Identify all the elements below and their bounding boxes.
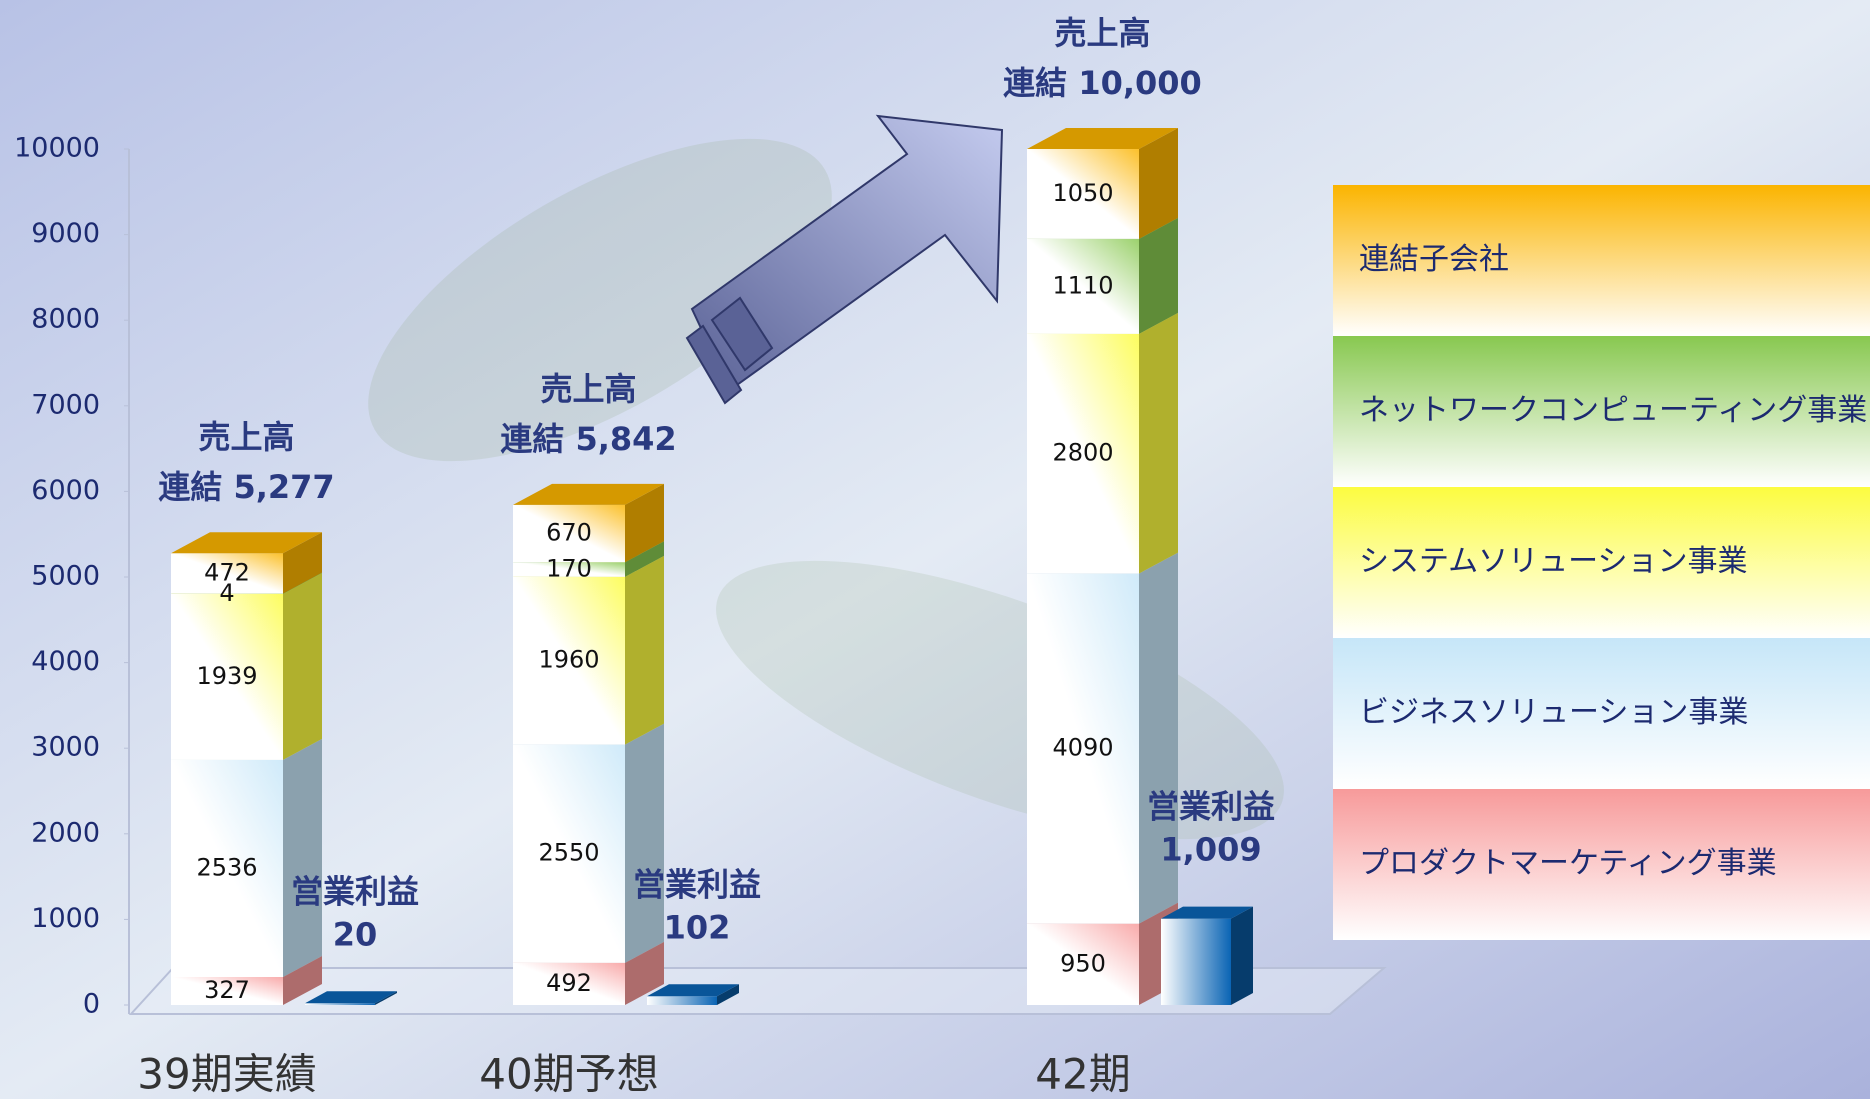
profit-bar — [647, 996, 717, 1005]
legend-swatch — [1333, 789, 1870, 940]
bar-segment — [1027, 573, 1139, 924]
y-tick-label: 6000 — [31, 475, 100, 506]
bar-segment — [171, 977, 283, 1005]
profit-bar-side — [717, 984, 739, 1005]
legend-swatch — [1333, 638, 1870, 789]
bar-segment — [513, 504, 625, 563]
value-label: 327 — [204, 976, 250, 1004]
bar-segment-side — [283, 572, 322, 760]
bar-segment-side — [625, 541, 664, 577]
bar-segment — [1027, 238, 1139, 334]
legend-label: ビジネスソリューション事業 — [1359, 695, 1748, 730]
y-tick-label: 5000 — [31, 561, 100, 592]
bar-segment-side — [625, 941, 664, 1005]
total-label: 連結 5,277 — [158, 468, 334, 506]
profit-bar-side — [375, 991, 397, 1005]
y-tick-label: 7000 — [31, 389, 100, 420]
bar-segment — [1027, 149, 1139, 239]
bar-segment-side — [625, 723, 664, 963]
total-title: 売上高 — [1054, 14, 1150, 52]
legend-label: プロダクトマーケティング事業 — [1359, 846, 1777, 881]
bar-segment — [513, 744, 625, 963]
value-label: 950 — [1060, 949, 1106, 977]
bar-segment-top — [171, 532, 322, 554]
profit-label: 1,009 — [1160, 831, 1261, 869]
total-label: 連結 10,000 — [1003, 64, 1202, 102]
bar-segment — [1027, 333, 1139, 574]
bar-segment-top — [513, 483, 664, 505]
bar-segment — [171, 553, 283, 594]
value-label: 1050 — [1052, 179, 1113, 207]
bar-segment-side — [625, 483, 664, 563]
value-label: 670 — [546, 519, 592, 547]
legend-swatch — [1333, 487, 1870, 638]
value-label: 1110 — [1052, 271, 1113, 299]
category-label: 40期予想 — [479, 1050, 658, 1099]
value-label: 1939 — [196, 662, 257, 690]
value-label: 4090 — [1052, 734, 1113, 762]
bar-segment — [171, 593, 283, 760]
value-label: 2800 — [1052, 439, 1113, 467]
legend-swatch — [1333, 185, 1870, 336]
profit-bar-top — [647, 984, 739, 997]
bar-segment-side — [1139, 217, 1178, 334]
leaf-decoration — [368, 138, 832, 462]
legend-label: 連結子会社 — [1359, 242, 1509, 277]
category-label: 42期 — [1035, 1050, 1130, 1099]
legend-label: ネットワークコンピューティング事業 — [1359, 393, 1867, 428]
y-tick-label: 3000 — [31, 732, 100, 763]
y-tick-label: 2000 — [31, 817, 100, 848]
bar-segment-side — [625, 555, 664, 745]
bar-segment-side — [1139, 552, 1178, 924]
category-label: 39期実績 — [137, 1050, 316, 1099]
bar-segment-side — [1139, 312, 1178, 574]
profit-bar — [305, 1003, 375, 1005]
bar-segment — [513, 576, 625, 745]
bar-segment — [513, 962, 625, 1005]
value-label: 170 — [546, 555, 592, 583]
bar-segment — [171, 759, 283, 978]
value-label: 2550 — [538, 839, 599, 867]
value-label: 492 — [546, 969, 592, 997]
growth-arrow — [685, 114, 1004, 405]
profit-bar-top — [1161, 906, 1253, 919]
profit-bar — [1161, 918, 1231, 1005]
y-tick-label: 10000 — [14, 133, 100, 164]
value-label: 472 — [204, 558, 250, 586]
bar-segment — [513, 562, 625, 577]
profit-bar-side — [1231, 906, 1253, 1005]
profit-title: 営業利益 — [291, 872, 419, 910]
y-tick-label: 8000 — [31, 304, 100, 335]
bar-segment-side — [1139, 128, 1178, 239]
bar-segment-side — [283, 738, 322, 978]
profit-label: 102 — [664, 908, 731, 946]
y-tick-label: 0 — [83, 989, 100, 1020]
bar-segment-side — [283, 956, 322, 1005]
profit-title: 営業利益 — [633, 865, 761, 903]
value-label: 4 — [219, 579, 234, 607]
bar-segment-side — [283, 572, 322, 594]
total-label: 連結 5,842 — [500, 420, 676, 458]
bar-segment-side — [283, 532, 322, 594]
bar-segment-top — [1027, 128, 1178, 149]
profit-title: 営業利益 — [1147, 788, 1275, 826]
legend-label: システムソリューション事業 — [1359, 544, 1748, 579]
total-title: 売上高 — [198, 418, 294, 456]
y-tick-label: 1000 — [31, 903, 100, 934]
plot: 0 1000 2000 3000 4000 5000 6000 7000 8000 9000 100… — [14, 14, 1870, 1099]
total-title: 売上高 — [540, 370, 636, 408]
y-tick-label: 9000 — [31, 218, 100, 249]
legend-swatch — [1333, 336, 1870, 487]
value-label: 1960 — [538, 646, 599, 674]
y-tick-label: 4000 — [31, 646, 100, 677]
profit-bar-top — [305, 991, 397, 1004]
value-label: 2536 — [196, 853, 257, 881]
profit-label: 20 — [333, 915, 378, 953]
bar-segment — [1027, 923, 1139, 1005]
